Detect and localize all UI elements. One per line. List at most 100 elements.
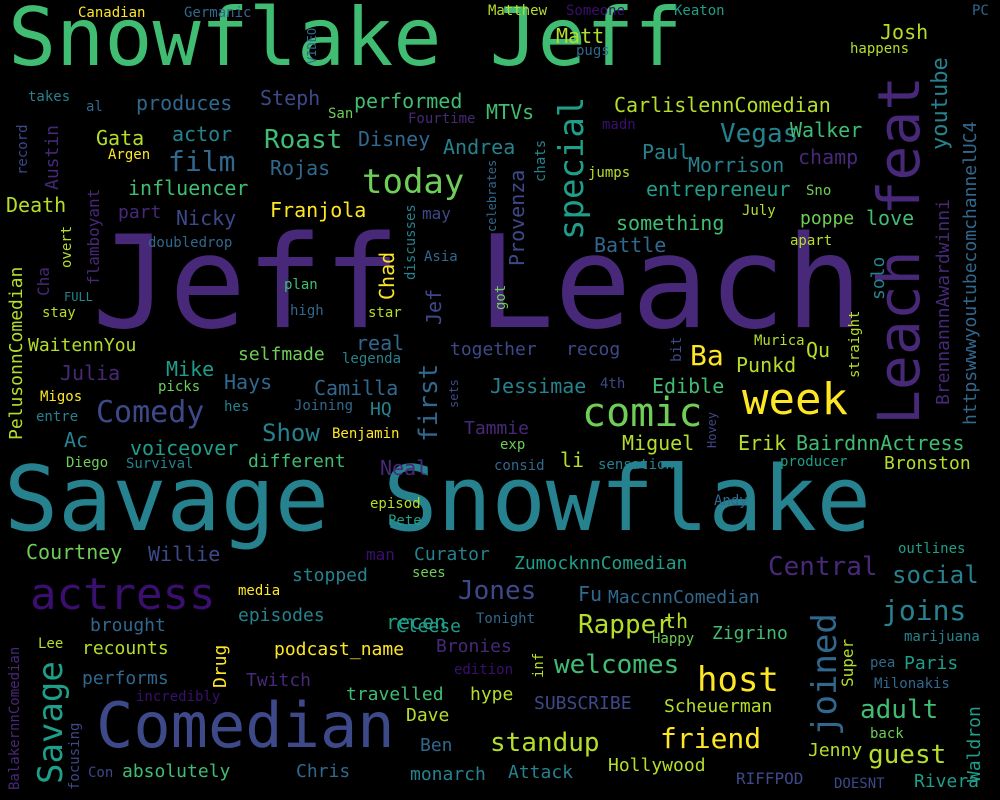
word-joins: joins — [882, 597, 966, 625]
word-recog: recog — [566, 341, 620, 359]
word-star: star — [368, 306, 402, 320]
word-record: record — [16, 124, 30, 175]
word-episod: episod — [370, 497, 421, 511]
word-keaton: Keaton — [674, 4, 725, 18]
word-andy: Andy — [714, 494, 748, 508]
word-joining: Joining — [294, 399, 353, 413]
word-picks: picks — [158, 380, 200, 394]
word-punkd: Punkd — [736, 355, 796, 375]
word-brought: brought — [90, 617, 166, 635]
word-discusses: discusses — [404, 204, 418, 280]
word-entre: entre — [36, 410, 78, 424]
word-ac: Ac — [64, 430, 88, 450]
word-jef: Jef — [424, 289, 444, 325]
word-outlines: outlines — [898, 542, 965, 556]
word-doubledrop: doubledrop — [148, 236, 232, 250]
word-morrison: Morrison — [688, 155, 784, 175]
word-inf: inf — [532, 653, 546, 678]
word-doesnt: DOESNT — [834, 777, 885, 791]
word-produces: produces — [136, 93, 232, 113]
word-someone: Someone — [566, 4, 625, 18]
word-celebrates: celebrates — [486, 160, 498, 232]
word-actor: actor — [172, 124, 232, 144]
word-hype: hype — [470, 686, 513, 704]
word-4th: 4th — [600, 377, 625, 391]
word-sees: sees — [412, 566, 446, 580]
word-cha: Cha — [36, 267, 52, 296]
word-absolutely: absolutely — [122, 763, 230, 781]
word-marijuana: marijuana — [904, 630, 980, 644]
word-roast: Roast — [264, 127, 342, 153]
word-th: th — [664, 611, 688, 631]
word-something: something — [616, 213, 724, 233]
word-cleese: Cleese — [396, 618, 461, 636]
word-july: July — [742, 204, 776, 218]
word-tammie: Tammie — [464, 420, 529, 438]
word-stopped: stopped — [292, 567, 368, 585]
word-hovey: Hovey — [706, 412, 718, 448]
word-takes: takes — [28, 90, 70, 104]
word-savage: Savage — [34, 661, 68, 784]
word-willie: Willie — [148, 544, 220, 564]
word-tonight: Tonight — [476, 612, 535, 626]
word-josh: Josh — [880, 22, 928, 42]
word-apart: apart — [790, 234, 832, 248]
word-asia: Asia — [424, 250, 458, 264]
word-sno: Sno — [806, 184, 831, 198]
word-incredibly: incredibly — [136, 690, 220, 704]
word-matthew: Matthew — [488, 4, 547, 18]
word-canadian: Canadian — [78, 6, 145, 20]
word-host: host — [697, 663, 779, 697]
word-together: together — [450, 341, 537, 359]
word-waitennyou: WaitennYou — [28, 337, 136, 355]
word-standup: standup — [490, 730, 600, 756]
word-vegas: Vegas — [720, 121, 798, 147]
word-julia: Julia — [60, 363, 120, 383]
word-real: real — [356, 333, 404, 353]
word-influencer: influencer — [128, 178, 248, 198]
word-edition: edition — [454, 663, 513, 677]
word-jones: Jones — [458, 578, 536, 604]
word-hes: hes — [224, 400, 249, 414]
word-curator: Curator — [414, 546, 490, 564]
word-twitch: Twitch — [246, 672, 311, 690]
word-zumocknncomedian: ZumocknnComedian — [514, 555, 687, 573]
word-death: Death — [6, 195, 66, 215]
word-zigrino: Zigrino — [712, 625, 788, 643]
word-youtube: youtube — [930, 57, 952, 150]
word-steph: Steph — [260, 88, 320, 108]
word-film: film — [168, 148, 235, 176]
word-show: Show — [262, 421, 320, 445]
word-jessimae: Jessimae — [490, 376, 586, 396]
word-gata: Gata — [96, 128, 144, 148]
word-pelusonncomedian: PelusonnComedian — [8, 267, 26, 440]
word-bronies: Bronies — [436, 638, 512, 656]
word-solo: solo — [870, 257, 888, 300]
word-back: back — [870, 727, 904, 741]
word-guest: guest — [868, 742, 946, 768]
word-hays: Hays — [224, 372, 272, 392]
word-madn: madn — [602, 118, 636, 132]
word-performs: performs — [82, 670, 169, 688]
word-attack: Attack — [508, 764, 573, 782]
word-erik: Erik — [738, 433, 786, 453]
word-man: man — [366, 547, 395, 563]
word-nicky: Nicky — [176, 208, 236, 228]
word-producer: producer — [780, 455, 847, 469]
word-pete: Pete — [388, 514, 422, 528]
word-video: VIDEO — [306, 28, 318, 64]
word-argen: Argen — [108, 148, 150, 162]
word-rojas: Rojas — [270, 158, 330, 178]
word-stay: stay — [42, 306, 76, 320]
word-overt: overt — [60, 226, 74, 268]
word-con: Con — [88, 766, 113, 780]
word-hollywood: Hollywood — [608, 757, 706, 775]
word-friend: friend — [660, 725, 761, 753]
word-andrea: Andrea — [443, 137, 515, 157]
word-poppe: poppe — [800, 210, 854, 228]
word-jenny: Jenny — [808, 742, 862, 760]
word-chad: Chad — [377, 252, 397, 300]
word-qu: Qu — [806, 340, 830, 360]
word-neal: Neal — [380, 458, 428, 478]
